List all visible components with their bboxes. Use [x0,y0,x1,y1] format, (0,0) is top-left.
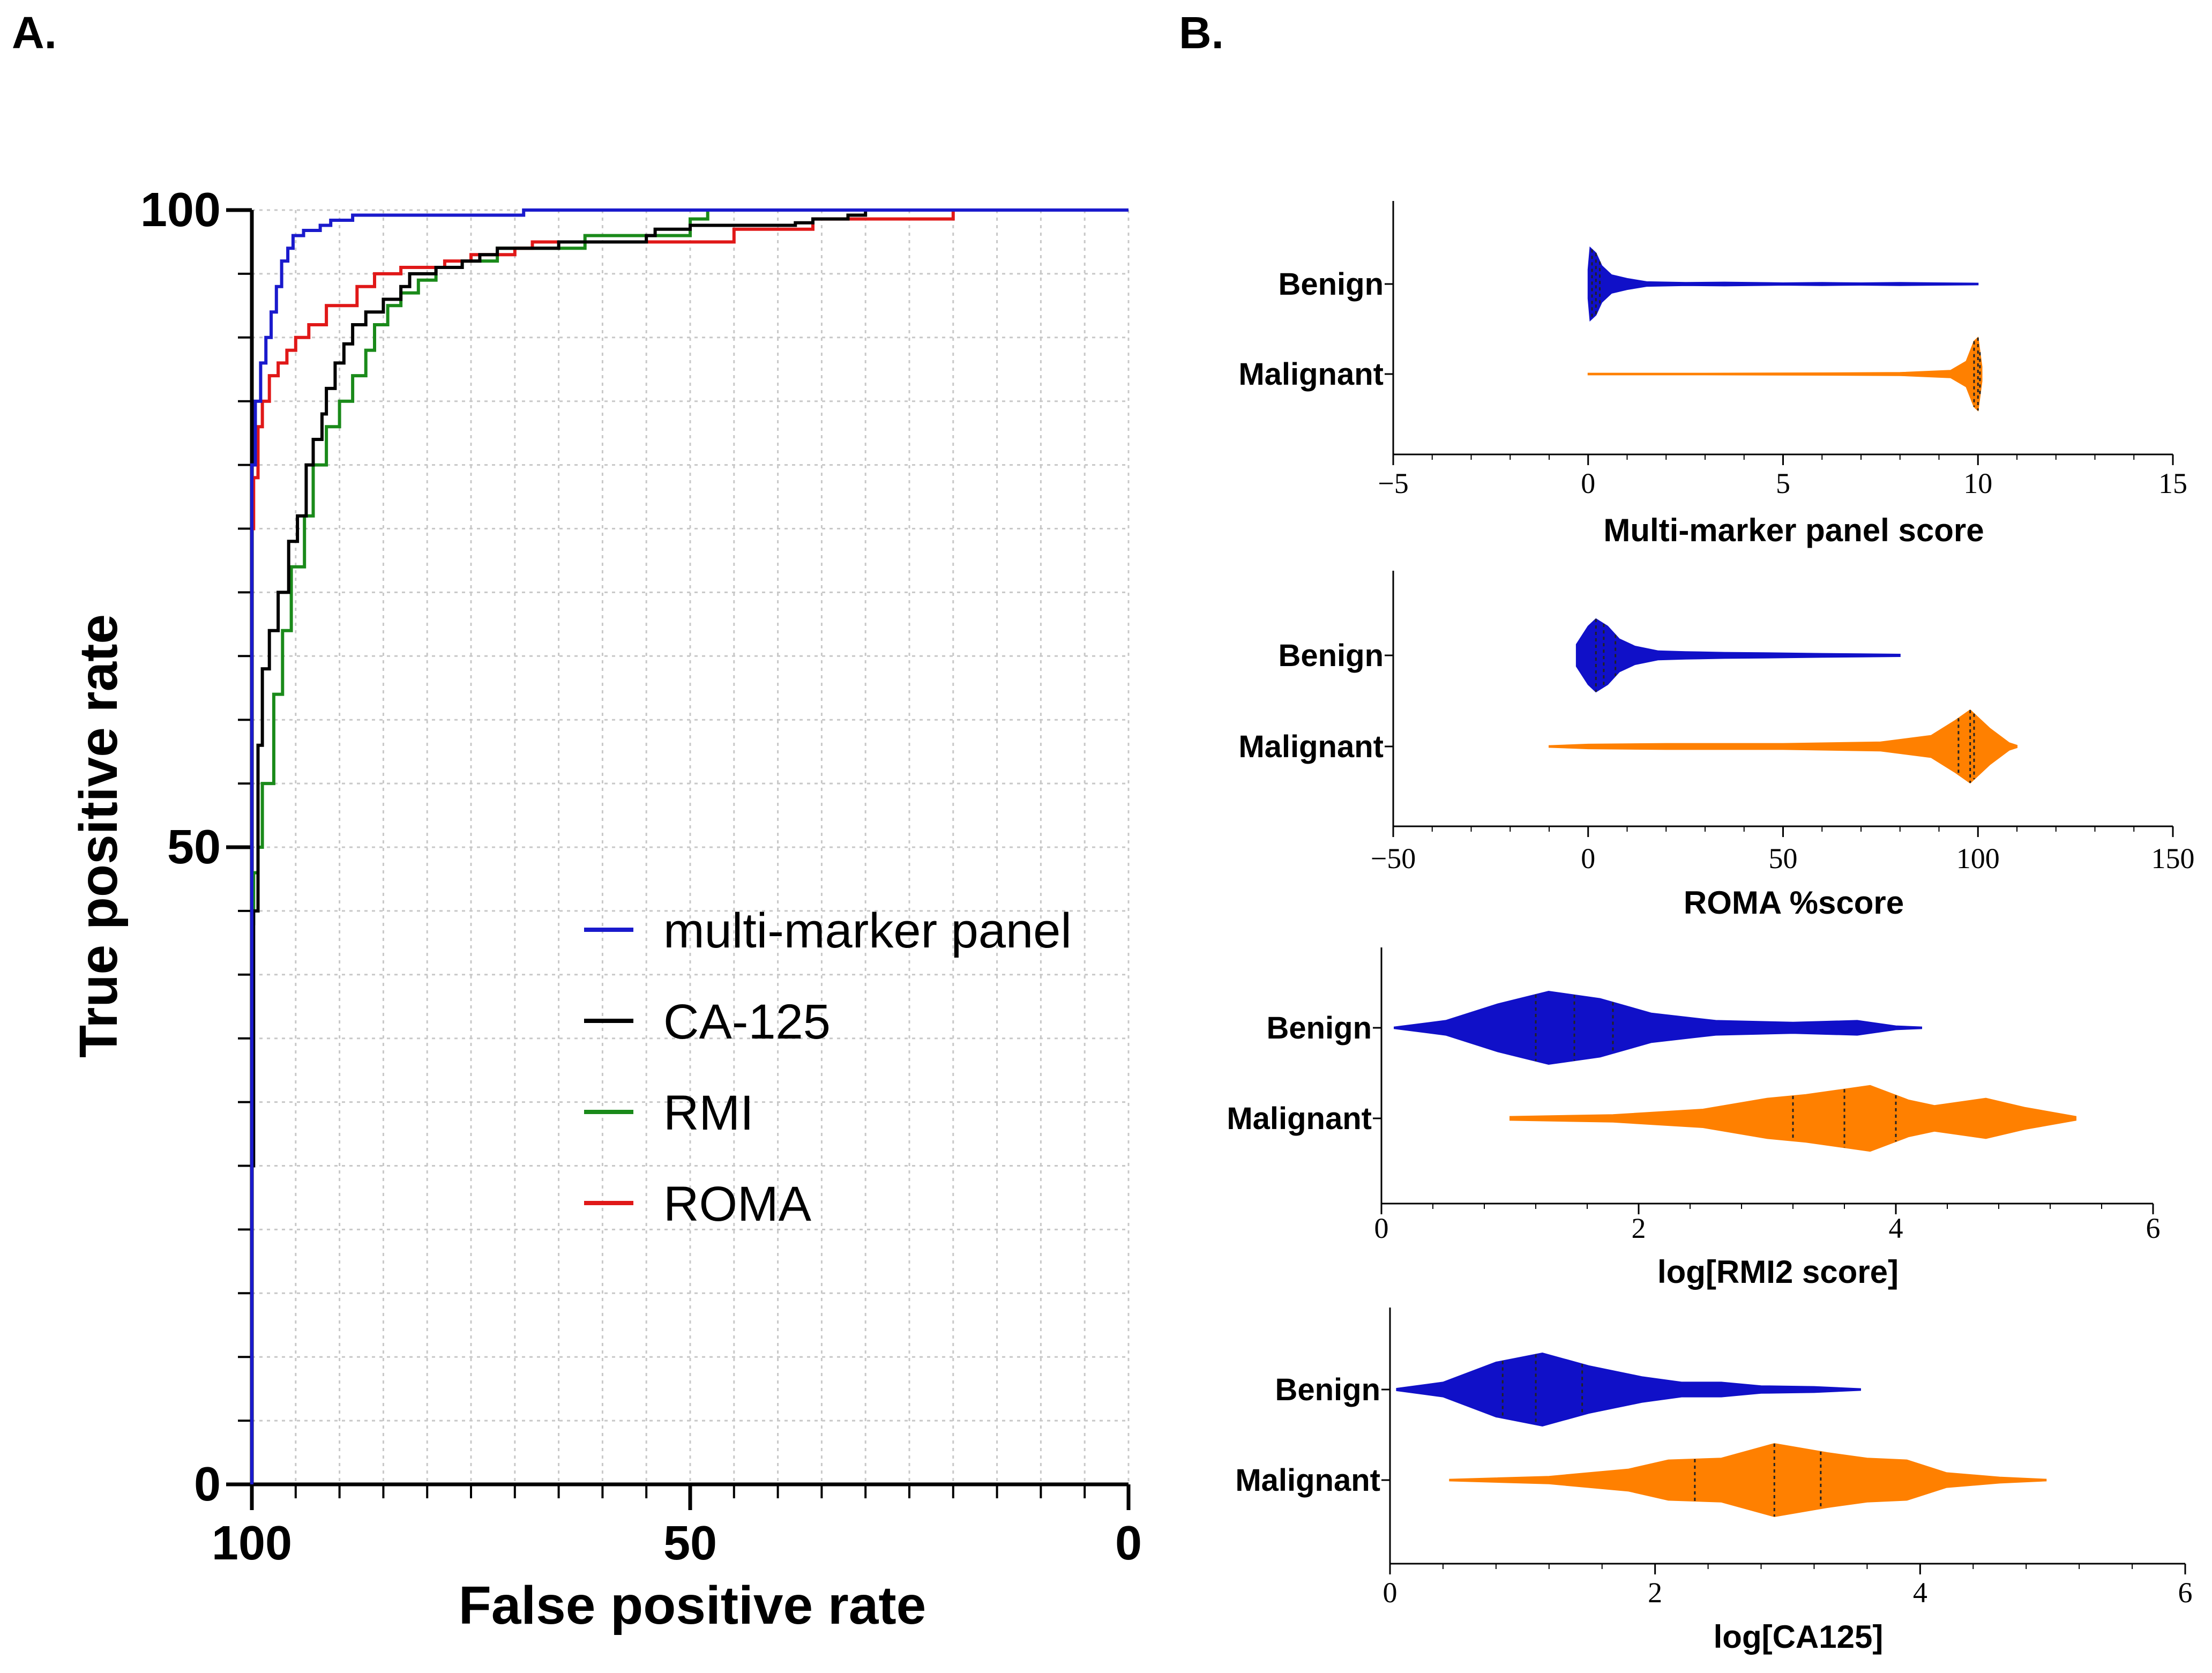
y-tick-label: 100 [140,183,221,237]
violin-x-tick-label: 100 [1956,842,2000,875]
violin-x-tick-label: −5 [1378,467,1408,499]
violin-x-tick-label: 10 [1963,467,1992,499]
roc-legend: multi-marker panel CA-125 RMI ROMA [584,903,1072,1231]
legend-label: multi-marker panel [663,903,1072,958]
violin-x-tick-label: 0 [1383,1577,1398,1609]
roc-y-axis-label: True positive rate [69,614,129,1058]
y-tick-label: 0 [194,1458,221,1511]
legend-label: RMI [663,1086,754,1140]
panel-label-a: A. [12,8,57,58]
violin-x-axis-label: Multi-marker panel score [1603,512,1984,548]
violin-x-axis-label: log[RMI2 score] [1657,1254,1899,1290]
violin-panel: 0 2 4 6 log[CA125] Benign Malignant [1235,1308,2193,1655]
x-tick-label: 100 [212,1517,292,1570]
violin-category-label: Malignant [1238,357,1384,392]
roc-lines [250,208,1129,1484]
panel-label-b: B. [1179,8,1224,58]
violin-x-tick-label: 0 [1374,1212,1389,1244]
violin-x-tick-label: 0 [1581,467,1595,499]
violin-panel: −50 0 50 100 150 ROMA %score Benign Malignant [1238,571,2195,921]
violin-x-axis-label: log[CA125] [1714,1619,1884,1655]
violin-x-axis-label: ROMA %score [1684,885,1904,921]
violin-category-label: Benign [1275,1372,1380,1407]
roc-x-axis-label: False positive rate [459,1575,926,1635]
violin-category-label: Malignant [1238,729,1384,764]
violin-panel: −5 0 5 10 15 Multi-marker panel score Benign Ma… [1238,201,2187,548]
violin-x-tick-label: 6 [2178,1577,2193,1609]
roc-chart: 0 50 100 100 50 0 False positive rate True po… [69,183,1142,1635]
violin-x-tick-label: −50 [1371,842,1416,875]
roc-series-line-roma [252,208,1129,531]
x-tick-label: 50 [663,1517,717,1570]
violin-panel: 0 2 4 6 log[RMI2 score] Benign Malignant [1227,947,2161,1290]
legend-label: ROMA [663,1177,812,1231]
violin-x-tick-label: 5 [1776,467,1790,499]
violin-x-tick-label: 2 [1632,1212,1646,1244]
roc-grid [252,209,1130,1484]
roc-series-line-multi-marker-panel [250,208,1129,1484]
y-tick-label: 50 [167,820,221,874]
legend-label: CA-125 [663,995,831,1049]
violin-x-tick-label: 4 [1889,1212,1903,1244]
violin-category-label: Malignant [1227,1101,1372,1136]
violin-x-tick-label: 15 [2158,467,2187,499]
roc-axes: 0 50 100 100 50 0 [140,183,1142,1570]
violin-category-label: Malignant [1235,1463,1380,1498]
violin-x-tick-label: 50 [1769,842,1798,875]
violin-category-label: Benign [1278,638,1384,673]
violin-x-tick-label: 0 [1581,842,1595,875]
roc-series-line-ca-125 [252,208,1129,1168]
violin-x-tick-label: 2 [1648,1577,1662,1609]
violin-category-label: Benign [1278,267,1384,302]
violin-x-tick-label: 4 [1913,1577,1927,1609]
x-tick-label: 0 [1115,1517,1142,1570]
violin-category-label: Benign [1266,1011,1372,1045]
violin-x-tick-label: 150 [2151,842,2195,875]
violin-x-tick-label: 6 [2146,1212,2161,1244]
